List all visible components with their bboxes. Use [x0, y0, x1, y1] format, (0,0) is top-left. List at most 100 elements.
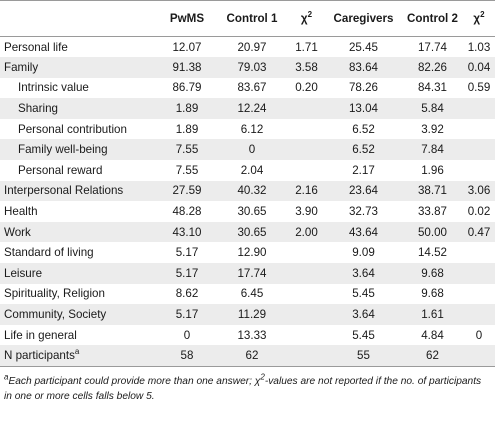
- row-label: Interpersonal Relations: [0, 180, 158, 202]
- cell-pwms: 91.38: [158, 57, 216, 78]
- cell-control-1: 6.45: [240, 287, 264, 301]
- chi-exponent: 2: [307, 10, 313, 20]
- cell-chi-2: 1.03: [467, 40, 491, 54]
- cell-caregivers: 25.45: [348, 40, 378, 54]
- row-label: Personal contribution: [18, 122, 127, 136]
- cell-control-2: 82.26: [402, 57, 463, 78]
- cell-chi-2: [463, 119, 495, 140]
- cell-pwms: 43.10: [158, 221, 216, 243]
- cell-chi-2: 0: [475, 328, 483, 342]
- table-row: Personal reward 7.55 2.04 2.17 1.96: [0, 160, 495, 181]
- header-blank: [0, 0, 158, 37]
- table-row: Work 43.10 30.65 2.00 43.64 50.00 0.47: [0, 221, 495, 243]
- cell-control-1: 17.74: [216, 263, 288, 284]
- cell-chi-1: 1.71: [295, 40, 318, 54]
- row-label: Health: [4, 205, 38, 219]
- cell-chi-1: [288, 325, 325, 346]
- chi-symbol: χ: [300, 12, 308, 25]
- cell-chi-1: [288, 242, 325, 263]
- cell-control-1: 2.04: [240, 163, 264, 177]
- cell-caregivers: 5.45: [352, 328, 375, 342]
- cell-chi-1: 2.16: [288, 180, 325, 202]
- cell-control-1: 62: [216, 345, 288, 367]
- cell-pwms: 1.89: [158, 98, 216, 119]
- table-row: Leisure 5.17 17.74 3.64 9.68: [0, 263, 495, 284]
- table-row: Intrinsic value 86.79 83.67 0.20 78.26 8…: [0, 78, 495, 99]
- footnote-text-before: Each participant could provide more than…: [8, 375, 255, 387]
- cell-chi-2: [463, 345, 495, 367]
- table-row: Family 91.38 79.03 3.58 83.64 82.26 0.04: [0, 57, 495, 78]
- table-row: Personal contribution 1.89 6.12 6.52 3.9…: [0, 119, 495, 140]
- row-label: Work: [0, 221, 158, 243]
- cell-caregivers: 13.04: [325, 98, 402, 119]
- cell-caregivers: 23.64: [325, 180, 402, 202]
- cell-caregivers: 9.09: [352, 246, 375, 260]
- cell-chi-1: [288, 139, 325, 161]
- header-control-1: Control 1: [216, 0, 288, 37]
- cell-control-1: 6.12: [240, 122, 264, 136]
- table-row: N participantsa 58 62 55 62: [0, 345, 495, 367]
- results-table: PwMS Control 1 χ2 Caregivers Control 2 χ…: [0, 0, 495, 367]
- footnote-marker: a: [74, 347, 80, 357]
- cell-pwms: 7.55: [175, 163, 199, 177]
- cell-pwms: 5.17: [158, 263, 216, 284]
- cell-control-2: 7.84: [402, 139, 463, 161]
- cell-control-2: 1.96: [421, 163, 444, 177]
- cell-chi-2: [463, 98, 495, 119]
- cell-caregivers: 43.64: [325, 221, 402, 243]
- cell-pwms: 5.17: [175, 246, 199, 260]
- cell-chi-2: 0.04: [463, 57, 495, 78]
- table-row: Standard of living 5.17 12.90 9.09 14.52: [0, 242, 495, 263]
- cell-caregivers: 78.26: [348, 81, 378, 95]
- cell-control-2: 14.52: [417, 246, 447, 260]
- cell-control-2: 4.84: [421, 328, 444, 342]
- cell-chi-1: [288, 160, 325, 181]
- row-label: Family: [0, 57, 158, 78]
- header-row: PwMS Control 1 χ2 Caregivers Control 2 χ…: [0, 0, 495, 37]
- cell-caregivers: 6.52: [325, 139, 402, 161]
- cell-chi-2: [463, 263, 495, 284]
- row-label: Family well-being: [0, 139, 158, 161]
- header-caregivers: Caregivers: [325, 0, 402, 37]
- cell-pwms: 5.17: [158, 304, 216, 325]
- cell-caregivers: 2.17: [352, 163, 375, 177]
- row-label: Intrinsic value: [18, 81, 89, 95]
- cell-control-2: 9.68: [421, 287, 444, 301]
- cell-chi-1: 3.90: [295, 205, 318, 219]
- cell-control-2: 62: [402, 345, 463, 367]
- cell-chi-2: 3.06: [463, 180, 495, 202]
- row-label-text: N participants: [4, 348, 75, 362]
- row-label: Spirituality, Religion: [4, 287, 105, 301]
- row-label: Community, Society: [0, 304, 158, 325]
- cell-caregivers: 83.64: [325, 57, 402, 78]
- cell-chi-1: 3.58: [288, 57, 325, 78]
- cell-chi-1: [288, 345, 325, 367]
- cell-chi-2: 0.02: [467, 205, 491, 219]
- cell-control-2: 5.84: [402, 98, 463, 119]
- cell-chi-1: [288, 119, 325, 140]
- cell-chi-1: [288, 304, 325, 325]
- cell-control-2: 38.71: [402, 180, 463, 202]
- table-row: Family well-being 7.55 0 6.52 7.84: [0, 139, 495, 161]
- cell-chi-2: [463, 139, 495, 161]
- table-footnote: aEach participant could provide more tha…: [0, 367, 495, 404]
- header-pwms: PwMS: [158, 0, 216, 37]
- cell-chi-2: [463, 284, 495, 305]
- cell-caregivers: 3.64: [325, 263, 402, 284]
- row-label: Leisure: [0, 263, 158, 284]
- cell-control-2: 17.74: [417, 40, 447, 54]
- cell-control-1: 30.65: [216, 221, 288, 243]
- cell-chi-2: [463, 242, 495, 263]
- table-row: Life in general 0 13.33 5.45 4.84 0: [0, 325, 495, 346]
- cell-chi-1: [288, 98, 325, 119]
- cell-caregivers: 6.52: [352, 122, 375, 136]
- table-row: Personal life 12.07 20.97 1.71 25.45 17.…: [0, 37, 495, 58]
- row-label: Standard of living: [4, 246, 94, 260]
- cell-control-1: 0: [216, 139, 288, 161]
- table-row: Community, Society 5.17 11.29 3.64 1.61: [0, 304, 495, 325]
- cell-caregivers: 32.73: [348, 205, 378, 219]
- row-label: Life in general: [4, 328, 77, 342]
- cell-pwms: 27.59: [158, 180, 216, 202]
- table-container: PwMS Control 1 χ2 Caregivers Control 2 χ…: [0, 0, 495, 404]
- chi-exponent: 2: [480, 10, 485, 20]
